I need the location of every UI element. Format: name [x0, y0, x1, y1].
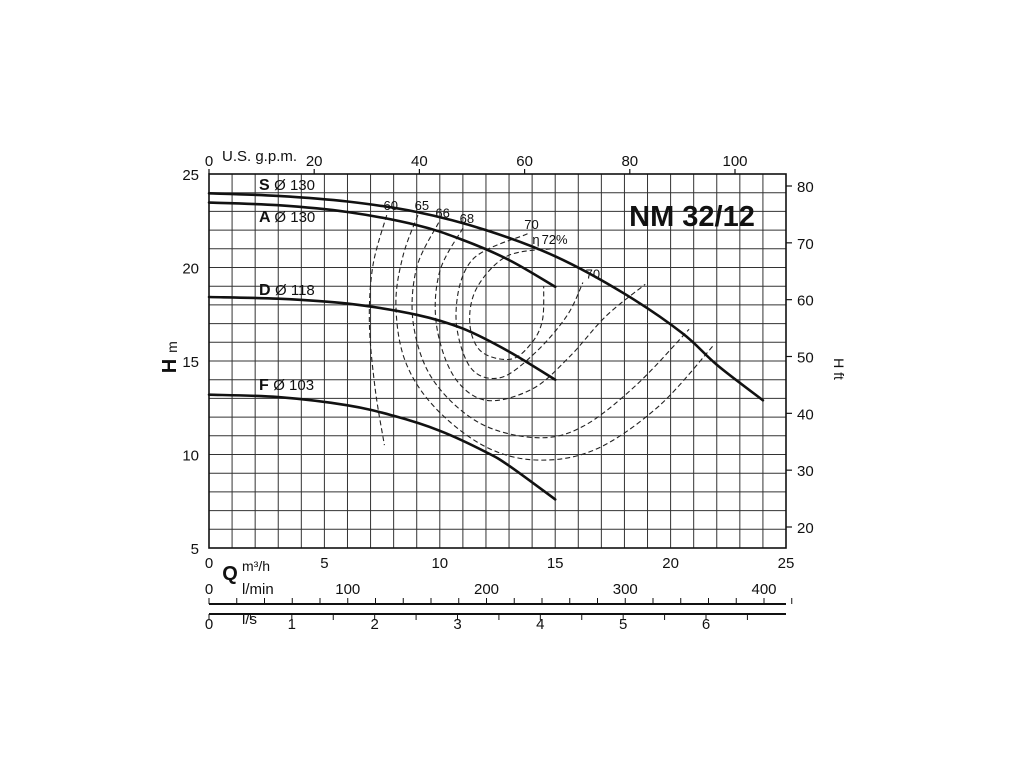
top-tick-label: 100 [722, 153, 747, 170]
left-axis-unit: m [164, 341, 180, 353]
y-left-tick-label: 20 [182, 261, 199, 278]
y-right-tick-label: 80 [797, 179, 814, 196]
x-axis-label: Q [222, 563, 238, 585]
top-tick-label: 80 [621, 153, 638, 170]
efficiency-line-68 [434, 227, 646, 402]
ls-tick-label: 6 [702, 616, 710, 633]
y-left-tick-label: 10 [182, 448, 199, 465]
y-right-tick-label: 70 [797, 236, 814, 253]
ls-tick-label: 0 [205, 616, 213, 633]
lmin-tick-label: 100 [335, 581, 360, 598]
x-axis-unit: m³/h [242, 558, 270, 574]
x-tick-label: 20 [662, 555, 679, 572]
y-right-tick-label: 30 [797, 463, 814, 480]
efficiency-label-72%: 72% [542, 232, 568, 247]
right-axis-label: H ft [831, 358, 847, 380]
curve-label-D: D Ø 118 [259, 282, 315, 299]
efficiency-label-70: 70 [524, 217, 538, 232]
pump-curve-A [207, 201, 557, 289]
top-tick-label: 60 [516, 153, 533, 170]
pump-curve-D [207, 295, 557, 381]
efficiency-label-60: 60 [383, 198, 397, 213]
lmin-axis-label: l/min [242, 581, 274, 598]
y-left-tick-label: 5 [191, 541, 199, 558]
curve-label-F: F Ø 103 [259, 377, 314, 394]
curve-label-A: A Ø 130 [259, 209, 315, 226]
top-tick-label: 40 [411, 153, 428, 170]
grid [209, 174, 786, 548]
plot-frame [208, 173, 787, 549]
efficiency-line-72% [469, 248, 551, 361]
lmin-tick-label: 300 [613, 581, 638, 598]
top-axis-label: U.S. g.p.m. [222, 148, 297, 165]
x-tick-label: 0 [205, 555, 213, 572]
lmin-tick-label: 200 [474, 581, 499, 598]
top-tick-label: 20 [306, 153, 323, 170]
x-tick-label: 10 [431, 555, 448, 572]
efficiency-symbol: η [532, 232, 539, 247]
ls-axis-label: l/s [242, 611, 257, 628]
ls-tick-label: 2 [370, 616, 378, 633]
ls-tick-label: 3 [453, 616, 461, 633]
lmin-tick-label: 400 [751, 581, 776, 598]
y-right-tick-label: 60 [797, 293, 814, 310]
pump-curve-S [207, 192, 765, 402]
pump-curve-F [207, 393, 557, 501]
curve-label-S: S Ø 130 [259, 177, 315, 194]
x-tick-label: 25 [778, 555, 795, 572]
x-tick-label: 5 [320, 555, 328, 572]
y-right-tick-label: 40 [797, 406, 814, 423]
labels: NM 32/12 H m H ft Q m³/h U.S. g.p.m. l/m… [159, 148, 847, 628]
y-right-tick-label: 50 [797, 350, 814, 367]
efficiency-line-70 [455, 233, 584, 380]
y-left-tick-label: 15 [182, 354, 199, 371]
efficiency-label-65: 65 [415, 198, 429, 213]
ls-tick-label: 5 [619, 616, 627, 633]
efficiency-line-65 [395, 214, 715, 461]
lmin-tick-label: 0 [205, 581, 213, 598]
left-axis-label: H [159, 359, 181, 373]
ls-tick-label: 4 [536, 616, 544, 633]
y-left-tick-label: 25 [182, 167, 199, 184]
y-right-tick-label: 20 [797, 520, 814, 537]
pump-curves: S Ø 130 A Ø 130 D Ø 118 F Ø 103 [207, 177, 765, 501]
efficiency-line-60 [368, 214, 388, 446]
ls-tick-label: 1 [288, 616, 296, 633]
chart-title: NM 32/12 [629, 201, 755, 233]
top-tick-label: 0 [205, 153, 213, 170]
x-tick-label: 15 [547, 555, 564, 572]
